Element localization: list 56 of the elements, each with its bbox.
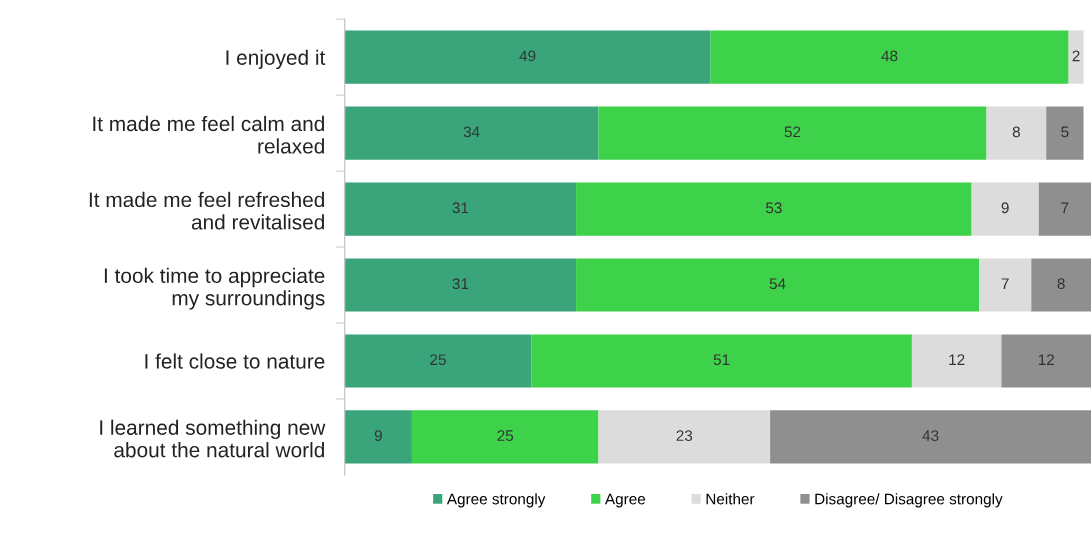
bar: [576, 258, 980, 312]
data-label: 5: [1061, 126, 1069, 138]
data-label: 25: [430, 354, 446, 366]
data-label: 34: [463, 126, 480, 138]
legend-label: Disagree/ Disagree strongly: [815, 493, 1003, 508]
data-label: 2: [1072, 50, 1080, 62]
data-label: 48: [881, 50, 898, 62]
y-tick-label: It made me feel calm and relaxed: [93, 115, 324, 154]
bar: [1031, 258, 1091, 312]
legend-label: Neither: [706, 493, 755, 505]
data-label: 8: [1057, 278, 1065, 290]
bar: [344, 106, 599, 160]
data-label: 8: [1012, 126, 1020, 138]
bar: [576, 182, 972, 236]
data-label: 51: [713, 354, 730, 366]
bar: [344, 258, 577, 312]
data-label: 12: [1038, 354, 1054, 365]
data-label: 23: [676, 430, 693, 442]
y-tick-label: I felt close to nature: [145, 353, 325, 369]
bar: [344, 182, 577, 236]
bar: [986, 106, 1047, 160]
bar: [911, 334, 1002, 388]
bar: [598, 106, 987, 160]
bar: [344, 30, 711, 84]
data-label: 31: [452, 202, 469, 214]
y-tick-label: It made me feel refreshed and revitalised: [89, 191, 324, 230]
bar: [710, 30, 1069, 84]
bar: [971, 182, 1039, 236]
bar: [598, 410, 771, 464]
data-label: 52: [784, 126, 801, 138]
data-label: 12: [949, 354, 965, 365]
data-label: 25: [497, 430, 514, 442]
data-label: 9: [1001, 202, 1009, 214]
bar: [531, 334, 912, 388]
data-label: 54: [769, 278, 786, 290]
y-tick-label: I took time to appreciate my surroundings: [104, 267, 325, 310]
bar: [1038, 182, 1091, 236]
data-label: 49: [519, 50, 536, 62]
bar: [344, 410, 412, 464]
data-label: 43: [922, 430, 939, 442]
legend-label: Agree strongly: [446, 493, 546, 508]
legend-label: Agree: [604, 493, 646, 508]
bar: [979, 258, 1032, 312]
bar: [1046, 106, 1084, 160]
bar: [344, 334, 532, 388]
data-label: 53: [765, 202, 782, 214]
data-label: 7: [1001, 278, 1009, 289]
y-tick-label: I learned something new about the natural world: [100, 419, 326, 458]
y-tick-label: I enjoyed it: [226, 49, 326, 70]
data-label: 31: [452, 278, 469, 290]
bar: [411, 410, 599, 464]
data-label: 7: [1061, 202, 1069, 214]
data-label: 9: [374, 430, 382, 442]
bar: [1068, 30, 1084, 84]
bar: [770, 410, 1091, 464]
bar: [1001, 334, 1091, 388]
